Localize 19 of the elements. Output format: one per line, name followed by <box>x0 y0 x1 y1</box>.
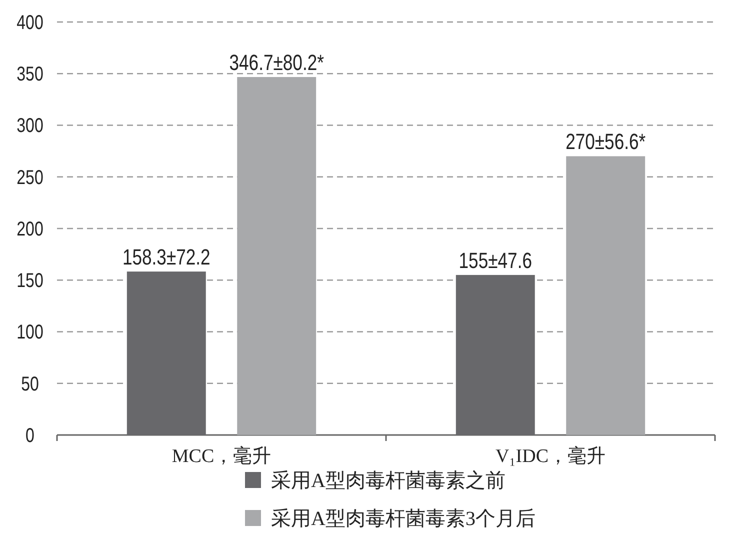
y-tick-label: 150 <box>16 269 44 292</box>
data-label: 158.3±72.2 <box>122 246 210 270</box>
data-label: 346.7±80.2* <box>229 51 324 76</box>
y-tick-label: 250 <box>16 166 44 188</box>
y-tick-label: 200 <box>16 218 44 240</box>
x-tick-label: V₁IDC，毫升 <box>495 445 606 467</box>
x-tick-label: MCC，毫升 <box>172 445 272 467</box>
y-tick-label: 0 <box>26 424 34 446</box>
legend-label: 采用A型肉毒杆菌毒素3个月后 <box>271 508 536 530</box>
data-label: 155±47.6 <box>458 249 532 274</box>
y-tick-label: 300 <box>16 114 44 137</box>
data-label: 270±56.6* <box>566 130 646 155</box>
bar <box>566 156 646 435</box>
legend-label: 采用A型肉毒杆菌毒素之前 <box>271 470 506 492</box>
y-tick-label: 50 <box>21 372 39 395</box>
bar <box>237 77 316 435</box>
y-tick-label: 350 <box>16 62 44 86</box>
y-tick-label: 100 <box>16 321 44 344</box>
y-tick-label: 400 <box>16 11 44 34</box>
